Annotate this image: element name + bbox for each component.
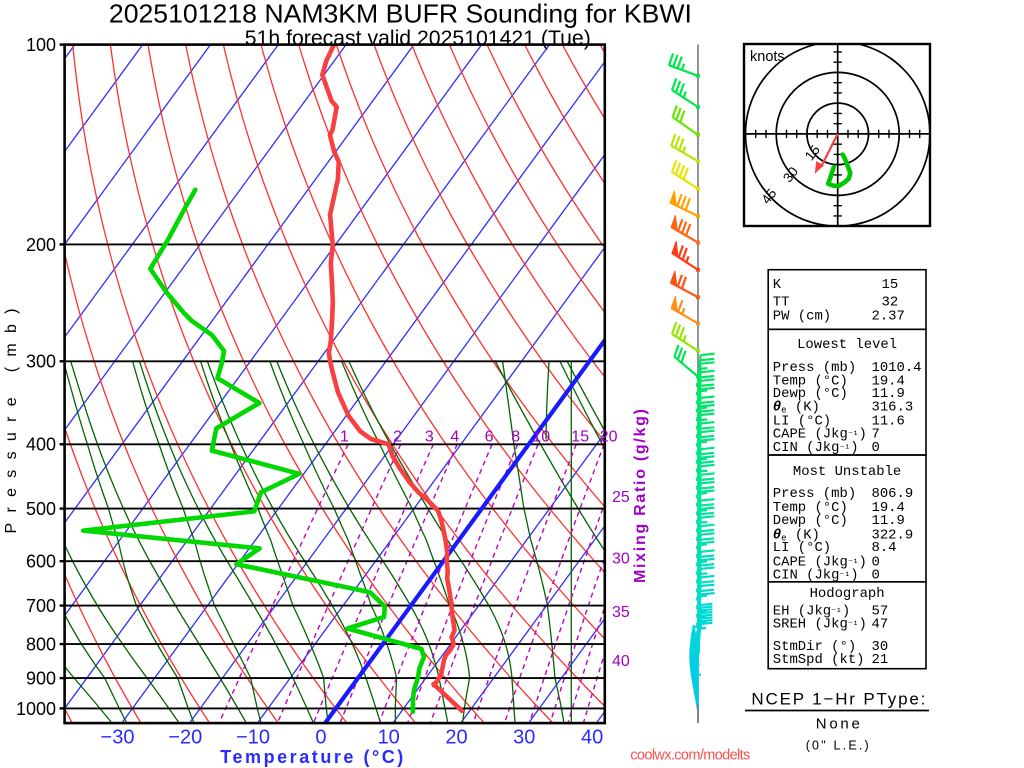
svg-text:K: K	[773, 277, 782, 293]
svg-text:−20: −20	[168, 727, 202, 749]
svg-text:θe (K): θe (K)	[773, 528, 820, 544]
svg-text:700: 700	[26, 596, 56, 616]
svg-text:19.4: 19.4	[872, 374, 905, 390]
svg-text:15: 15	[882, 277, 899, 293]
svg-text:11.6: 11.6	[872, 413, 905, 429]
svg-text:15: 15	[802, 142, 823, 163]
svg-text:Temp (°C): Temp (°C)	[773, 374, 848, 390]
svg-text:CIN (Jkg⁻¹): CIN (Jkg⁻¹)	[773, 567, 859, 583]
svg-text:316.3: 316.3	[872, 400, 914, 416]
svg-text:800: 800	[26, 635, 56, 655]
svg-text:1010.4: 1010.4	[872, 360, 922, 376]
svg-text:CAPE (Jkg⁻¹): CAPE (Jkg⁻¹)	[773, 554, 867, 570]
svg-text:30: 30	[513, 727, 535, 749]
svg-text:2.37: 2.37	[872, 309, 905, 325]
svg-text:0: 0	[872, 567, 880, 583]
svg-text:35: 35	[612, 604, 630, 621]
svg-text:40: 40	[612, 653, 630, 670]
svg-text:2: 2	[393, 429, 402, 446]
svg-text:1000: 1000	[16, 699, 56, 719]
svg-text:Dewp (°C): Dewp (°C)	[773, 513, 848, 529]
svg-text:Most Unstable: Most Unstable	[793, 464, 901, 480]
svg-text:0: 0	[315, 727, 326, 749]
svg-text:400: 400	[26, 435, 56, 455]
svg-text:100: 100	[26, 35, 56, 55]
svg-text:300: 300	[26, 352, 56, 372]
svg-text:30: 30	[612, 550, 630, 567]
svg-text:45: 45	[758, 186, 779, 207]
svg-text:20: 20	[600, 429, 618, 446]
svg-text:−30: −30	[101, 727, 135, 749]
svg-text:30: 30	[780, 164, 801, 185]
svg-text:StmDir (°): StmDir (°)	[773, 639, 856, 655]
svg-text:(0" L.E.): (0" L.E.)	[806, 739, 869, 753]
svg-text:Lowest level: Lowest level	[797, 337, 897, 353]
svg-text:200: 200	[26, 235, 56, 255]
svg-text:3: 3	[425, 429, 434, 446]
svg-text:10: 10	[532, 429, 550, 446]
svg-text:25: 25	[612, 489, 630, 506]
svg-text:6: 6	[485, 429, 494, 446]
svg-text:500: 500	[26, 499, 56, 519]
svg-text:Mixing Ratio (g/kg): Mixing Ratio (g/kg)	[632, 409, 649, 583]
svg-text:StmSpd (kt): StmSpd (kt)	[773, 652, 865, 668]
svg-text:8.4: 8.4	[872, 540, 897, 556]
svg-text:20: 20	[445, 727, 467, 749]
svg-text:600: 600	[26, 552, 56, 572]
svg-text:32: 32	[882, 294, 899, 310]
svg-text:Temp (°C): Temp (°C)	[773, 500, 848, 516]
svg-text:11.9: 11.9	[872, 386, 905, 402]
svg-text:NCEP 1−Hr PType:: NCEP 1−Hr PType:	[751, 690, 925, 709]
svg-text:11.9: 11.9	[872, 513, 905, 529]
svg-text:LI (°C): LI (°C)	[773, 540, 831, 556]
svg-text:2025101218 NAM3KM BUFR Soundin: 2025101218 NAM3KM BUFR Sounding for KBWI	[109, 0, 692, 29]
svg-text:−10: −10	[236, 727, 270, 749]
svg-text:40: 40	[581, 727, 603, 749]
svg-text:322.9: 322.9	[872, 528, 914, 544]
svg-text:51h forecast valid 2025101421: 51h forecast valid 2025101421 (Tue)	[245, 27, 591, 50]
svg-text:30: 30	[872, 639, 889, 655]
svg-text:θe (K): θe (K)	[773, 400, 820, 416]
svg-text:7: 7	[872, 426, 880, 442]
svg-text:coolwx.com/modelts: coolwx.com/modelts	[630, 748, 750, 764]
svg-text:CAPE (Jkg⁻¹): CAPE (Jkg⁻¹)	[773, 426, 867, 442]
svg-text:TT: TT	[773, 294, 790, 310]
svg-text:900: 900	[26, 669, 56, 689]
svg-text:0: 0	[872, 440, 880, 456]
svg-text:Temperature (°C): Temperature (°C)	[220, 747, 403, 767]
svg-text:10: 10	[378, 727, 400, 749]
svg-text:PW (cm): PW (cm)	[773, 309, 831, 325]
svg-text:EH (Jkg⁻¹): EH (Jkg⁻¹)	[773, 603, 850, 619]
svg-text:SREH (Jkg⁻¹): SREH (Jkg⁻¹)	[773, 616, 867, 632]
svg-text:15: 15	[571, 429, 589, 446]
svg-text:19.4: 19.4	[872, 500, 905, 516]
svg-text:806.9: 806.9	[872, 486, 914, 502]
svg-text:knots: knots	[750, 49, 785, 65]
svg-text:Press (mb): Press (mb)	[773, 360, 856, 376]
svg-text:Hodograph: Hodograph	[810, 586, 885, 602]
svg-text:1: 1	[340, 429, 349, 446]
svg-text:Dewp (°C): Dewp (°C)	[773, 386, 848, 402]
svg-text:57: 57	[872, 603, 889, 619]
svg-text:Press (mb): Press (mb)	[773, 486, 856, 502]
svg-text:4: 4	[450, 429, 459, 446]
svg-text:CIN (Jkg⁻¹): CIN (Jkg⁻¹)	[773, 440, 859, 456]
svg-text:8: 8	[511, 429, 520, 446]
svg-text:47: 47	[872, 616, 889, 632]
svg-text:0: 0	[872, 554, 880, 570]
svg-text:21: 21	[872, 652, 889, 668]
svg-text:LI (°C): LI (°C)	[773, 413, 831, 429]
